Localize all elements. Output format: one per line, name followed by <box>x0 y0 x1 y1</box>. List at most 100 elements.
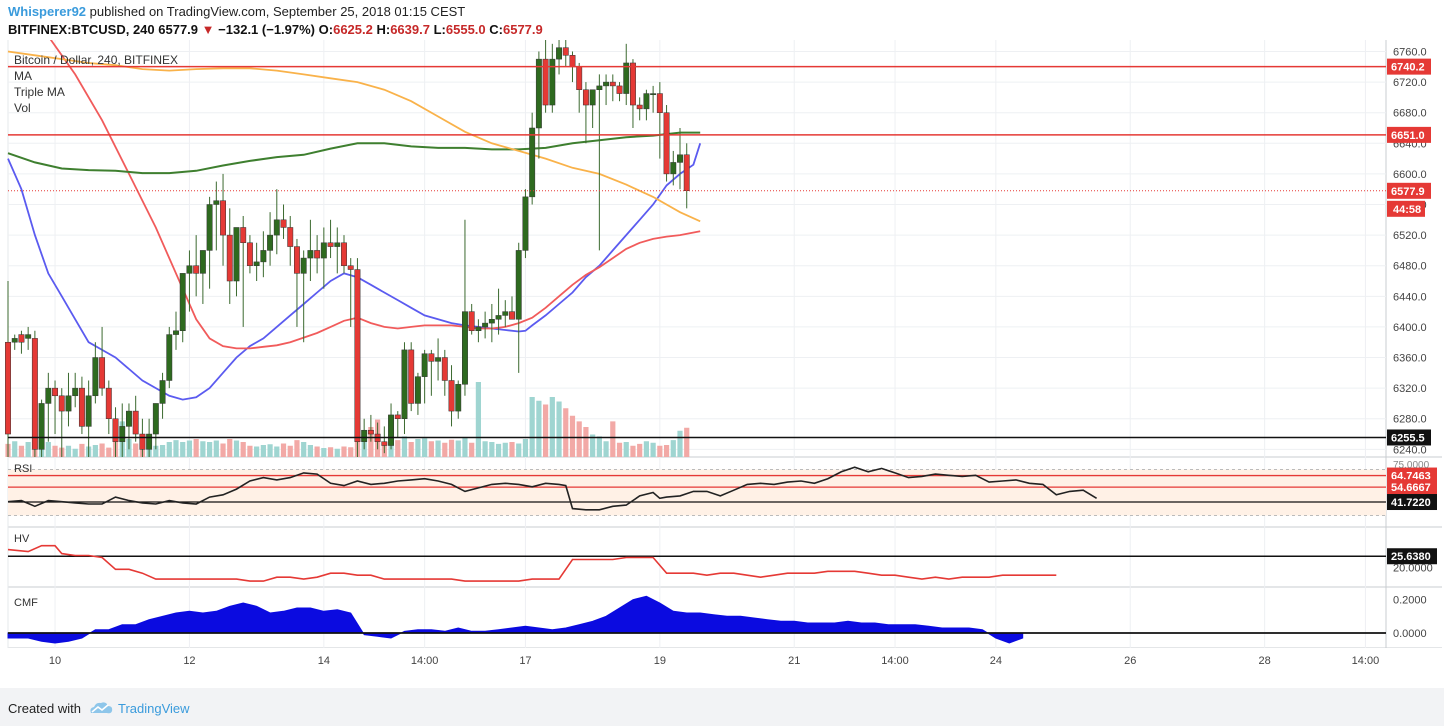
candle-body <box>542 58 549 106</box>
candle-body <box>462 311 468 385</box>
candle-body <box>307 250 314 259</box>
candle-body <box>320 242 327 259</box>
volume-bar <box>12 441 18 457</box>
volume-bar <box>583 427 589 457</box>
countdown-label: 44:58 <box>1393 204 1421 216</box>
price-tick-label: 6520.0 <box>1393 230 1427 242</box>
candle-body <box>522 196 529 251</box>
volume-bar <box>166 442 172 457</box>
candle-body <box>388 414 394 446</box>
candle-body <box>455 384 462 412</box>
candle-body <box>173 330 179 335</box>
volume-bar <box>401 436 408 457</box>
symbol-label: BITFINEX:BTCUSD, 240 <box>8 22 155 37</box>
candle-body <box>589 89 596 106</box>
volume-bar <box>153 445 159 457</box>
hv-level-tag <box>1387 548 1437 565</box>
legend-item-ma: MA <box>14 69 32 83</box>
volume-bar <box>294 440 300 457</box>
candle-body <box>663 112 670 175</box>
time-tick-label: 24 <box>990 655 1002 667</box>
candle-body <box>569 55 576 68</box>
candle-body <box>435 357 442 362</box>
volume-bar <box>45 442 51 457</box>
time-tick-label: 26 <box>1124 655 1136 667</box>
volume-bar <box>469 442 475 457</box>
created-with-text: Created with <box>8 701 81 716</box>
candle-body <box>152 403 159 435</box>
candle-body <box>603 81 610 87</box>
volume-bar <box>92 445 98 457</box>
candle-body <box>206 204 213 251</box>
volume-bar <box>670 440 676 457</box>
candle-body <box>260 250 267 263</box>
candle-body <box>616 85 623 94</box>
candle-body <box>448 380 455 412</box>
volume-bar <box>321 448 327 457</box>
horizontal-levels <box>8 65 1386 439</box>
time-tick-label: 21 <box>788 655 800 667</box>
volume-bar <box>590 434 596 457</box>
candle-body <box>683 154 690 191</box>
time-axis-background <box>0 648 1444 688</box>
candle-body <box>159 380 166 404</box>
volume-bar <box>207 442 213 457</box>
level-tag-label: 6255.5 <box>1391 432 1425 444</box>
time-tick-label: 14:00 <box>881 655 909 667</box>
candle-body <box>300 257 307 274</box>
close-value: 6577.9 <box>502 22 543 37</box>
tradingview-cloud-icon[interactable] <box>88 700 114 721</box>
candle-body <box>582 89 589 106</box>
volume-bar <box>516 443 522 457</box>
volume-bar <box>227 439 233 457</box>
volume-bar <box>254 446 260 457</box>
cmf-tick-label: 0.0000 <box>1393 628 1427 640</box>
volume-bar <box>495 443 502 457</box>
candle-body <box>11 338 18 343</box>
author-link[interactable]: Whisperer92 <box>8 4 87 19</box>
ma-line <box>7 143 702 401</box>
price-axis[interactable]: 6240.0 6280.0 6320.0 6360.0 6400.0 6440.0 6480… <box>1387 46 1431 456</box>
volume-bar <box>395 440 401 457</box>
candle-body <box>556 47 562 60</box>
time-tick-label: 14:00 <box>411 655 439 667</box>
candle-body <box>52 387 58 397</box>
candle-body <box>334 242 341 247</box>
volume-bar <box>79 443 85 457</box>
volume-bar <box>455 440 461 457</box>
cmf-pane-label: CMF <box>14 597 38 609</box>
price-tick-label: 6680.0 <box>1393 108 1427 120</box>
tradingview-link[interactable]: TradingView <box>118 701 190 716</box>
candle-body <box>314 250 321 259</box>
volume-bar <box>428 441 434 457</box>
candle-body <box>475 326 482 332</box>
candle-body <box>273 219 280 236</box>
volume-bar <box>435 440 441 457</box>
time-axis[interactable]: 10 12 14 14:00 17 19 21 14:00 24 26 28 14:00 <box>0 648 1444 688</box>
volume-bar <box>415 439 421 457</box>
candle-body <box>220 200 226 236</box>
ma-line <box>49 40 701 350</box>
candle-body <box>294 246 300 274</box>
volume-bar <box>489 442 495 457</box>
candle-body <box>643 93 650 110</box>
volume-bar <box>233 440 240 457</box>
volume-bar <box>650 442 656 457</box>
volume-bar <box>603 441 609 457</box>
volume-bar <box>159 445 166 457</box>
volume-bar <box>368 427 374 457</box>
cmf-pane: 0.2000 0.0000 CMF <box>7 595 1427 644</box>
volume-bar <box>220 443 226 457</box>
volume-bar <box>193 439 199 457</box>
volume-bar <box>301 442 307 457</box>
candle-body <box>267 234 274 251</box>
volume-bar <box>643 441 649 457</box>
price-tick-label: 6440.0 <box>1393 291 1427 303</box>
legend-title: Bitcoin / Dollar, 240, BITFINEX <box>14 53 178 67</box>
candle-body <box>341 242 347 266</box>
volume-bar <box>240 442 246 457</box>
hv-pane-label: HV <box>14 533 30 545</box>
candle-body <box>535 58 542 129</box>
level-tag-label: 6740.2 <box>1391 62 1425 74</box>
